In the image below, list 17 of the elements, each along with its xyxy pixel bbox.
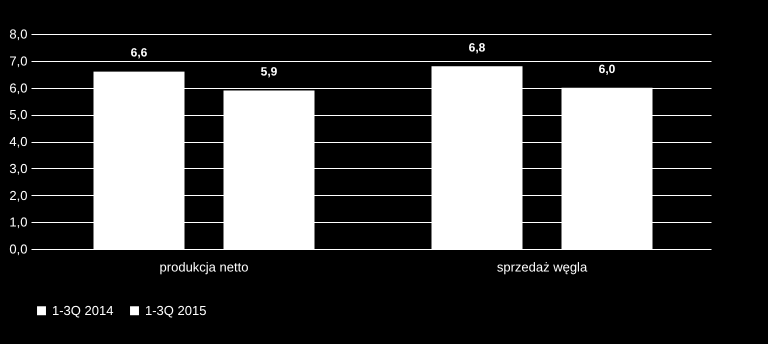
y-tick-label: 2,0 bbox=[9, 188, 28, 203]
y-tick-label: 4,0 bbox=[9, 134, 28, 149]
y-tick-label: 1,0 bbox=[9, 214, 28, 230]
data-label: 6,8 bbox=[468, 40, 486, 54]
legend-label: 1-3Q 2015 bbox=[145, 302, 206, 318]
y-tick-label: 6,0 bbox=[9, 80, 28, 96]
y-tick-label: 7,0 bbox=[9, 53, 28, 68]
y-tick-label: 5,0 bbox=[9, 107, 28, 122]
y-tick-label: 8,0 bbox=[9, 26, 28, 42]
data-label: 6,0 bbox=[598, 62, 616, 76]
data-label: 5,9 bbox=[260, 64, 278, 78]
data-label: 6,6 bbox=[130, 46, 148, 60]
y-tick-label: 3,0 bbox=[9, 160, 28, 176]
x-tick-label: produkcja netto bbox=[160, 260, 248, 274]
y-tick-label: 0,0 bbox=[9, 242, 28, 256]
x-tick-label: sprzedaż węgla bbox=[496, 260, 588, 274]
legend-label: 1-3Q 2014 bbox=[52, 302, 114, 318]
